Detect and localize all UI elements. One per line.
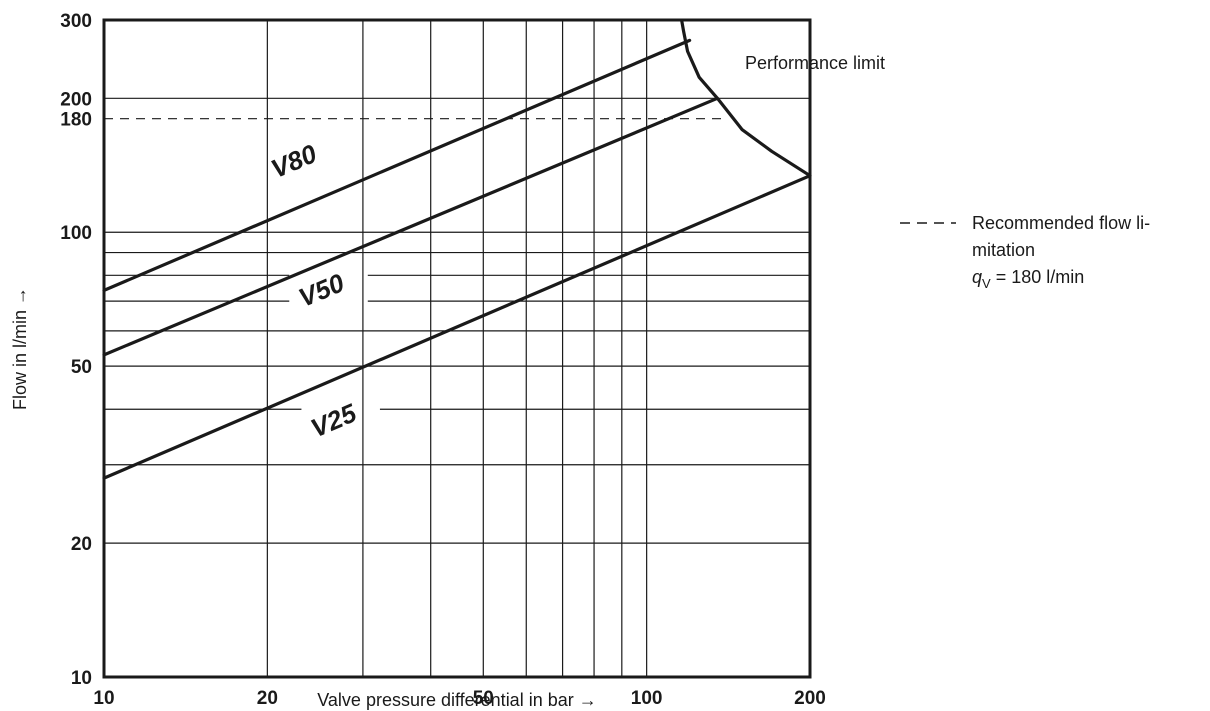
y-tick-label: 200 bbox=[60, 89, 92, 110]
x-tick-label: 200 bbox=[794, 688, 826, 709]
series-line-v80 bbox=[102, 38, 692, 292]
y-tick-label: 20 bbox=[71, 534, 92, 555]
x-tick-label: 100 bbox=[631, 688, 663, 709]
series-label-v50: V50 bbox=[294, 267, 349, 313]
y-tick-label: 300 bbox=[60, 11, 92, 32]
y-axis-label: Flow in l/min → bbox=[10, 287, 30, 410]
x-tick-label: 50 bbox=[473, 688, 494, 709]
series-label-v25: V25 bbox=[306, 397, 361, 443]
performance-limit-curve bbox=[680, 19, 811, 178]
legend-text-line2: mitation bbox=[972, 240, 1035, 260]
x-tick-label: 10 bbox=[93, 688, 114, 709]
y-tick-label: 100 bbox=[60, 223, 92, 244]
x-axis-label: Valve pressure differential in bar → bbox=[317, 690, 596, 710]
y-tick-label: 10 bbox=[71, 668, 92, 689]
legend-q-subscript: V bbox=[982, 276, 991, 291]
performance-limit-label: Performance limit bbox=[745, 53, 885, 73]
performance-limit-group bbox=[680, 19, 811, 178]
legend: Recommended flow li- mitation qV = 180 l… bbox=[900, 213, 1150, 291]
plot-frame bbox=[102, 18, 812, 679]
legend-q-symbol: q bbox=[972, 267, 982, 287]
series-line-v25 bbox=[102, 174, 812, 480]
series-line-v50 bbox=[102, 96, 719, 357]
grid bbox=[104, 20, 810, 677]
x-tick-label: 20 bbox=[257, 688, 278, 709]
legend-text-line3: qV = 180 l/min bbox=[972, 267, 1084, 291]
legend-q-value: = 180 l/min bbox=[991, 267, 1085, 287]
series-label-v80: V80 bbox=[267, 138, 322, 184]
series-group bbox=[102, 38, 812, 480]
annotations: V80 V50 V25 bbox=[267, 138, 362, 443]
y-tick-label: 50 bbox=[71, 357, 92, 378]
legend-text-line1: Recommended flow li- bbox=[972, 213, 1150, 233]
y-tick-label: 180 bbox=[60, 110, 92, 131]
